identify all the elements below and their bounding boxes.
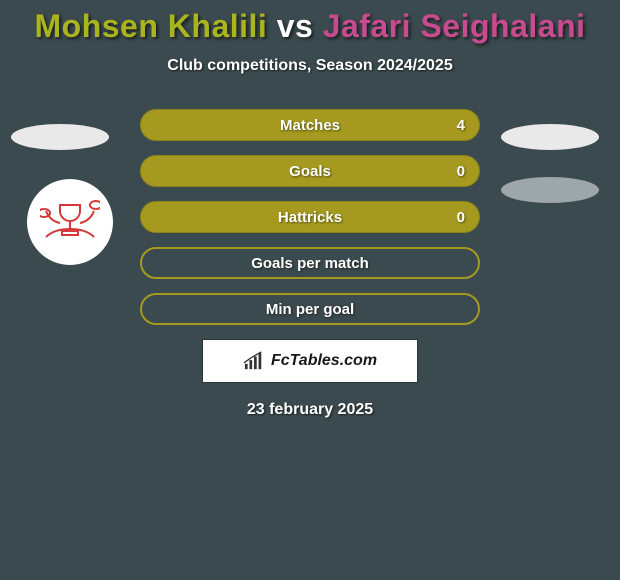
trophy-crest-icon — [40, 197, 100, 247]
stat-value: 4 — [457, 117, 465, 134]
vs-separator: vs — [267, 8, 322, 44]
stat-label: Min per goal — [266, 301, 354, 318]
right-ellipse-2 — [501, 177, 599, 203]
stat-value: 0 — [457, 163, 465, 180]
stat-row-goals: Goals 0 — [140, 155, 480, 187]
stat-row-min-per-goal: Min per goal — [140, 293, 480, 325]
stat-row-goals-per-match: Goals per match — [140, 247, 480, 279]
stat-rows: Matches 4 Goals 0 Hattricks 0 Goals per match M… — [140, 109, 480, 325]
watermark-text: FcTables.com — [271, 352, 377, 370]
season-subtitle: Club competitions, Season 2024/2025 — [0, 57, 620, 75]
player2-name: Jafari Seighalani — [323, 8, 586, 44]
stat-label: Goals per match — [251, 255, 369, 272]
stat-label: Goals — [289, 163, 331, 180]
stat-value: 0 — [457, 209, 465, 226]
player1-name: Mohsen Khalili — [35, 8, 268, 44]
club-badge — [27, 179, 113, 265]
bar-chart-icon — [243, 351, 265, 371]
snapshot-date: 23 february 2025 — [0, 401, 620, 419]
comparison-title: Mohsen Khalili vs Jafari Seighalani — [0, 0, 620, 45]
stat-label: Matches — [280, 117, 340, 134]
right-ellipse-1 — [501, 124, 599, 150]
stat-label: Hattricks — [278, 209, 342, 226]
left-ellipse-1 — [11, 124, 109, 150]
stat-row-hattricks: Hattricks 0 — [140, 201, 480, 233]
stat-row-matches: Matches 4 — [140, 109, 480, 141]
watermark-box: FcTables.com — [202, 339, 418, 383]
